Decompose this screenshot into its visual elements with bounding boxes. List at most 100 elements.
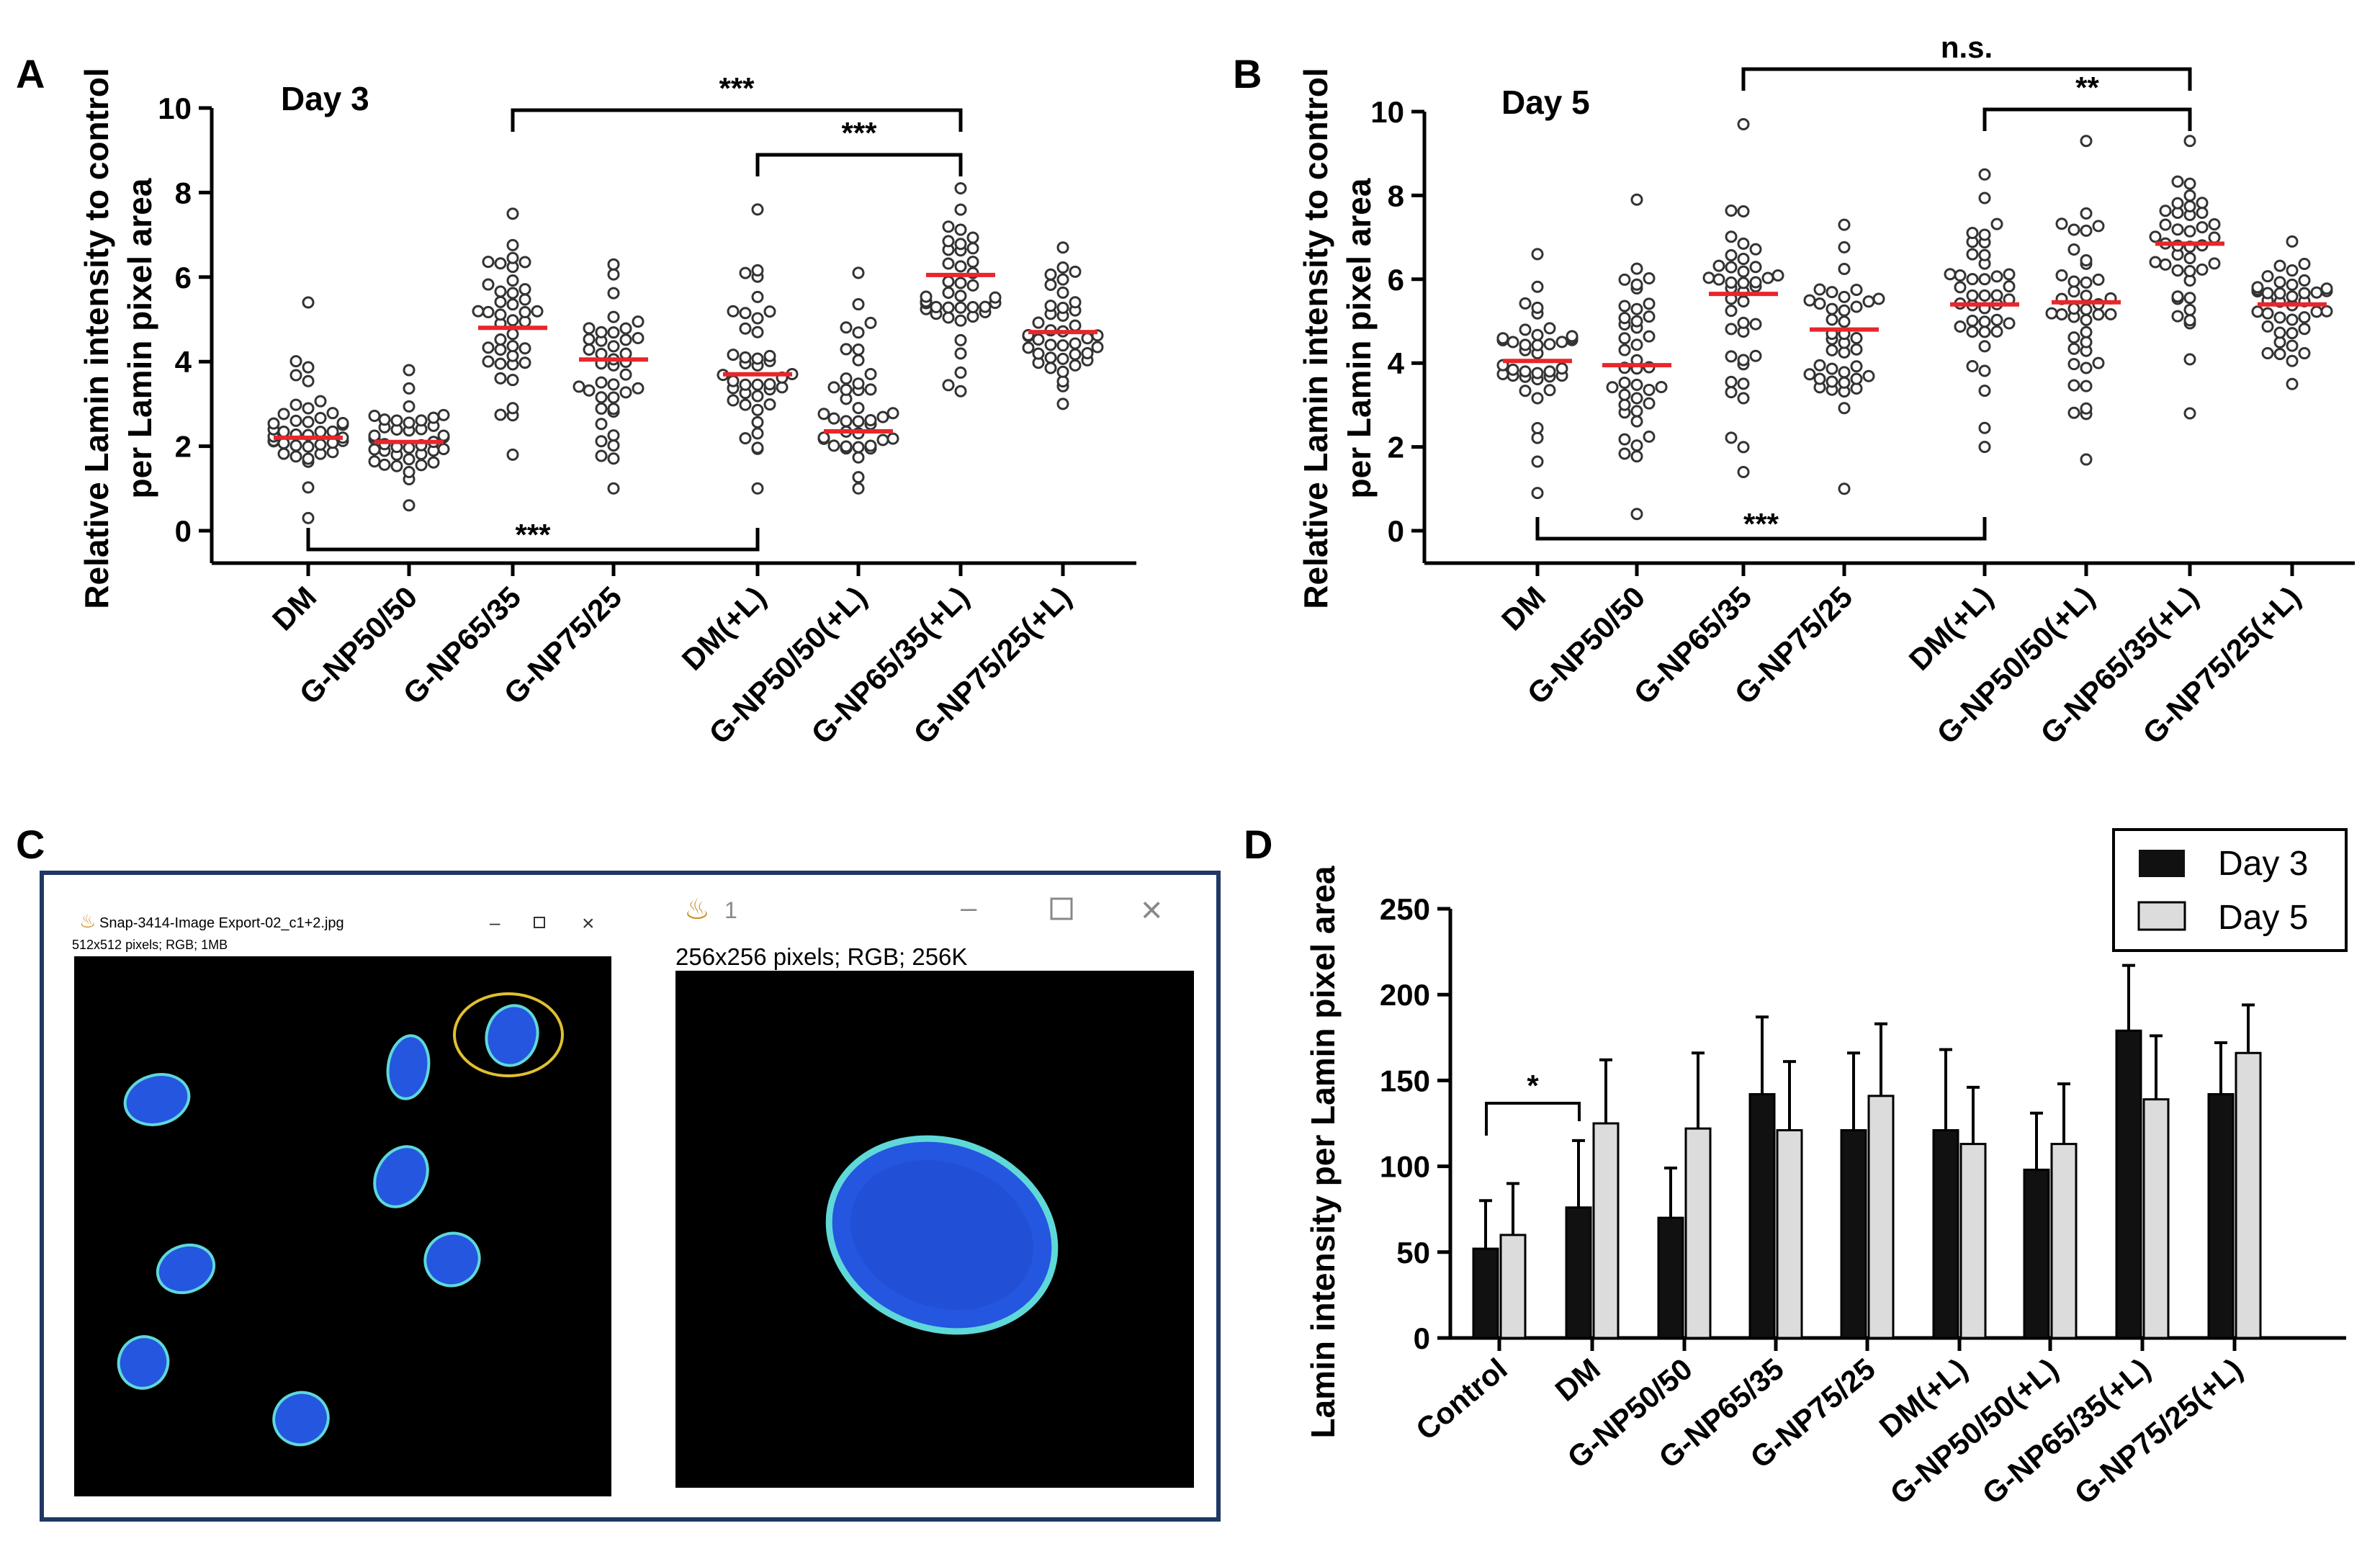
- data-point: [1543, 322, 1556, 335]
- data-point: [2208, 231, 2221, 244]
- data-point: [289, 414, 302, 427]
- window1-maximize-button[interactable]: [534, 917, 545, 928]
- data-point: [840, 415, 853, 428]
- data-point: [2080, 303, 2093, 316]
- data-point: [2067, 358, 2080, 371]
- data-point: [954, 366, 967, 379]
- data-point: [595, 376, 608, 389]
- panel-b-ylabel-line2: per Lamin pixel area: [1340, 178, 1378, 498]
- data-point: [472, 305, 485, 318]
- data-point: [607, 340, 620, 353]
- data-point: [864, 383, 877, 396]
- nucleus: [156, 1243, 216, 1295]
- data-point: [852, 415, 865, 428]
- data-point: [2159, 258, 2172, 271]
- data-point: [2092, 273, 2105, 286]
- data-point: [2080, 135, 2093, 148]
- data-point: [494, 357, 507, 370]
- data-point: [840, 372, 853, 385]
- data-point: [482, 256, 495, 269]
- data-point: [2298, 258, 2311, 271]
- data-point: [2067, 379, 2080, 392]
- data-point: [572, 380, 585, 393]
- data-point: [2261, 320, 2274, 333]
- data-point: [1643, 297, 1656, 310]
- significance-label: *: [1527, 1069, 1539, 1102]
- data-point: [727, 394, 740, 407]
- data-point: [1737, 205, 1750, 218]
- window1-minimize-button[interactable]: –: [490, 912, 500, 933]
- data-point: [1838, 241, 1851, 253]
- data-point: [2208, 218, 2221, 231]
- data-point: [776, 381, 789, 394]
- roi-selection: [453, 992, 564, 1077]
- y-tick-label: 0: [175, 514, 192, 548]
- data-point: [2159, 218, 2172, 231]
- data-point: [1618, 312, 1631, 325]
- data-point: [277, 408, 290, 421]
- data-point: [403, 400, 416, 413]
- data-point: [403, 466, 416, 479]
- data-point: [2310, 286, 2323, 299]
- data-point: [966, 242, 979, 255]
- data-point: [1749, 243, 1762, 256]
- data-point: [518, 356, 531, 369]
- data-point: [1069, 265, 1082, 278]
- significance-bracket: [1535, 517, 1987, 541]
- data-point: [1712, 273, 1725, 286]
- nucleus: [117, 1335, 170, 1390]
- data-point: [2003, 280, 2016, 293]
- data-point: [1966, 227, 1979, 240]
- data-point: [437, 408, 450, 421]
- data-point: [1725, 261, 1738, 274]
- data-point: [1618, 332, 1631, 345]
- data-point: [2261, 270, 2274, 283]
- data-point: [942, 379, 955, 392]
- significance-bracket: [755, 153, 963, 176]
- data-point: [482, 355, 495, 368]
- data-point: [1990, 270, 2003, 283]
- panel-b-y-axis-title: Relative Lamin intensity to control per …: [1297, 68, 1378, 608]
- data-point: [1978, 325, 1991, 338]
- data-point: [1056, 241, 1069, 254]
- data-point: [739, 307, 752, 320]
- significance-label: ***: [1743, 507, 1779, 541]
- data-point: [1643, 271, 1656, 284]
- imagej-window-2[interactable]: ♨ 1 – × 256x256 pixels; RGB; 256K: [675, 889, 1194, 1488]
- window1-close-button[interactable]: ×: [582, 912, 595, 935]
- data-point: [1630, 193, 1643, 206]
- data-point: [751, 427, 764, 440]
- window2-close-button[interactable]: ×: [1141, 889, 1162, 931]
- bar-day3: [2207, 1092, 2235, 1339]
- data-point: [583, 384, 596, 397]
- data-point: [727, 349, 740, 361]
- data-point: [2183, 177, 2196, 190]
- data-point: [2092, 308, 2105, 321]
- y-tick-label: 50: [1396, 1236, 1430, 1270]
- data-point: [619, 322, 632, 335]
- data-point: [1543, 384, 1556, 397]
- data-point: [368, 429, 381, 442]
- data-point: [482, 305, 495, 318]
- data-point: [619, 347, 632, 360]
- data-point: [817, 431, 830, 444]
- data-point: [852, 326, 865, 339]
- data-point: [494, 408, 507, 421]
- data-point: [2183, 225, 2196, 238]
- data-point: [1749, 261, 1762, 274]
- window2-maximize-button[interactable]: [1050, 897, 1073, 920]
- data-point: [1978, 364, 1991, 377]
- data-point: [302, 511, 315, 524]
- data-point: [2183, 135, 2196, 148]
- panel-a-ylabel-line1: Relative Lamin intensity to control: [78, 68, 115, 608]
- data-point: [1737, 265, 1750, 278]
- imagej-window-1[interactable]: ♨ Snap-3414-Image Export-02_c1+2.jpg 512…: [72, 910, 611, 1496]
- legend-swatch-day5: [2137, 901, 2186, 931]
- data-point: [494, 295, 507, 308]
- data-point: [1044, 278, 1057, 291]
- data-point: [886, 407, 899, 420]
- data-point: [2286, 313, 2299, 326]
- data-point: [1630, 415, 1643, 428]
- data-point: [739, 378, 752, 391]
- window2-minimize-button[interactable]: –: [961, 892, 977, 924]
